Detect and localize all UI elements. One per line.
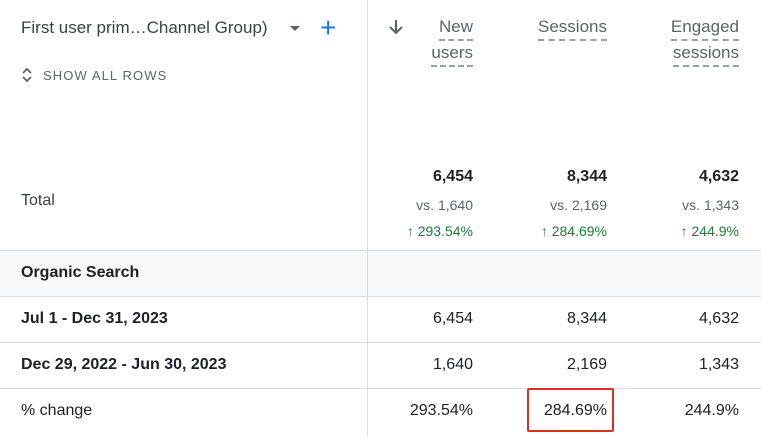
dimension-selector[interactable]: First user prim…Channel Group): [21, 18, 268, 38]
table-row-label: Jul 1 - Dec 31, 2023: [21, 310, 168, 327]
metric-header-line: Sessions: [538, 15, 607, 41]
metric-header-line: Engaged: [670, 15, 739, 41]
table-cell: 4,632: [698, 310, 739, 327]
total-value: 8,344: [566, 168, 607, 185]
row-separator: [0, 296, 761, 297]
table-row-label: Dec 29, 2022 - Jun 30, 2023: [21, 356, 227, 373]
table-cell: 6,454: [432, 310, 473, 327]
total-change: ↑ 293.54%: [406, 223, 473, 239]
table-cell: 244.9%: [684, 402, 739, 419]
dimension-label[interactable]: First user prim…Channel Group): [21, 18, 268, 37]
table-cell: 1,343: [698, 356, 739, 373]
group-row-label[interactable]: Organic Search: [21, 264, 140, 281]
expand-collapse-icon: [22, 67, 32, 83]
metric-header-line: sessions: [672, 41, 739, 67]
table-cell: 284.69%: [543, 402, 607, 419]
row-separator: [0, 250, 761, 251]
total-value: 4,632: [698, 168, 739, 185]
total-change: ↑ 284.69%: [540, 223, 607, 239]
total-change: ↑ 244.9%: [680, 223, 739, 239]
total-cell-sessions: 8,344 vs. 2,169 ↑ 284.69%: [541, 168, 607, 243]
total-label: Total: [21, 192, 55, 209]
metric-header-sessions[interactable]: Sessions: [538, 15, 607, 41]
group-row-background: [0, 251, 761, 296]
metric-header-new-users[interactable]: New users: [431, 15, 473, 67]
add-dimension-icon[interactable]: +: [320, 12, 337, 43]
total-cell-engaged-sessions: 4,632 vs. 1,343 ↑ 244.9%: [681, 168, 739, 243]
row-separator: [0, 342, 761, 343]
show-all-rows-button[interactable]: SHOW ALL ROWS: [21, 66, 167, 84]
table-cell: 2,169: [566, 356, 607, 373]
metric-header-line: users: [431, 41, 473, 67]
show-all-rows-label: SHOW ALL ROWS: [43, 67, 168, 83]
total-comparison: vs. 1,640: [416, 197, 473, 213]
table-cell: 293.54%: [409, 402, 473, 419]
metric-header-engaged-sessions[interactable]: Engaged sessions: [670, 15, 739, 67]
sort-descending-icon[interactable]: [388, 18, 404, 41]
total-cell-new-users: 6,454 vs. 1,640 ↑ 293.54%: [407, 168, 473, 243]
table-row-label: % change: [21, 402, 93, 419]
total-comparison: vs. 2,169: [550, 197, 607, 213]
metric-header-line: New: [438, 15, 473, 41]
table-cell: 1,640: [432, 356, 473, 373]
row-separator: [0, 388, 761, 389]
table-cell: 8,344: [566, 310, 607, 327]
column-divider: [367, 0, 368, 436]
highlight-box: [527, 388, 614, 432]
total-value: 6,454: [432, 168, 473, 185]
total-comparison: vs. 1,343: [682, 197, 739, 213]
dropdown-caret-icon[interactable]: [290, 26, 300, 31]
